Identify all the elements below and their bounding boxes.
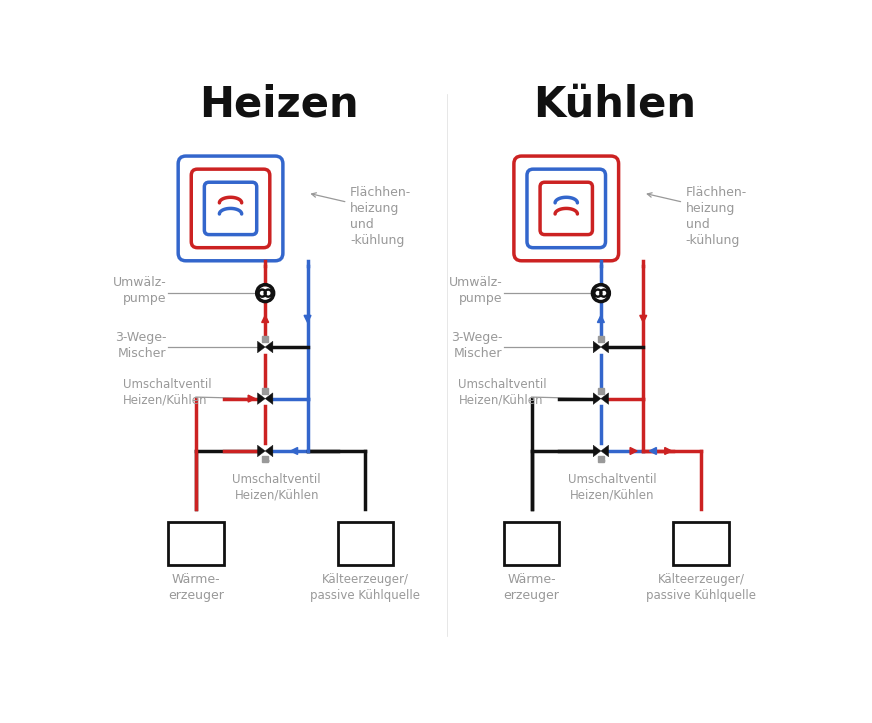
Polygon shape (265, 445, 273, 457)
Polygon shape (593, 341, 601, 353)
Polygon shape (593, 445, 601, 457)
Polygon shape (265, 393, 273, 404)
Polygon shape (304, 315, 311, 322)
Polygon shape (257, 341, 265, 353)
Text: Kälteerzeuger/
passive Kühlquelle: Kälteerzeuger/ passive Kühlquelle (310, 573, 420, 602)
Polygon shape (640, 315, 647, 322)
Polygon shape (265, 341, 273, 353)
Text: Wärme-
erzeuger: Wärme- erzeuger (504, 573, 560, 602)
Text: Flächhen-
heizung
und
-kühlung: Flächhen- heizung und -kühlung (350, 186, 411, 247)
Text: Umschaltventil
Heizen/Kühlen: Umschaltventil Heizen/Kühlen (459, 378, 547, 407)
Text: 3-Wege-
Mischer: 3-Wege- Mischer (115, 331, 167, 360)
Bar (337, 522, 393, 565)
Text: Umwälz-
pumpe: Umwälz- pumpe (448, 275, 502, 304)
Text: Flächhen-
heizung
und
-kühlung: Flächhen- heizung und -kühlung (685, 186, 746, 247)
Polygon shape (249, 395, 255, 402)
Polygon shape (257, 445, 265, 457)
Text: Umschaltventil
Heizen/Kühlen: Umschaltventil Heizen/Kühlen (123, 378, 211, 407)
Polygon shape (290, 448, 297, 455)
Text: Umwälz-
pumpe: Umwälz- pumpe (112, 275, 167, 304)
Polygon shape (601, 341, 609, 353)
Polygon shape (597, 315, 604, 322)
Polygon shape (257, 393, 265, 404)
Polygon shape (630, 448, 637, 455)
Text: Kälteerzeuger/
passive Kühlquelle: Kälteerzeuger/ passive Kühlquelle (646, 573, 756, 602)
Text: Heizen: Heizen (199, 83, 359, 126)
Polygon shape (601, 393, 609, 404)
Bar (673, 522, 729, 565)
Text: Umschaltventil
Heizen/Kühlen: Umschaltventil Heizen/Kühlen (569, 473, 657, 502)
Text: Umschaltventil
Heizen/Kühlen: Umschaltventil Heizen/Kühlen (233, 473, 321, 502)
Bar (168, 522, 223, 565)
Polygon shape (650, 448, 657, 455)
Text: 3-Wege-
Mischer: 3-Wege- Mischer (451, 331, 502, 360)
Polygon shape (262, 315, 269, 322)
Polygon shape (664, 448, 671, 455)
Text: Kühlen: Kühlen (534, 83, 696, 126)
Bar (504, 522, 559, 565)
Polygon shape (593, 393, 601, 404)
Polygon shape (601, 445, 609, 457)
Text: Wärme-
erzeuger: Wärme- erzeuger (168, 573, 224, 602)
